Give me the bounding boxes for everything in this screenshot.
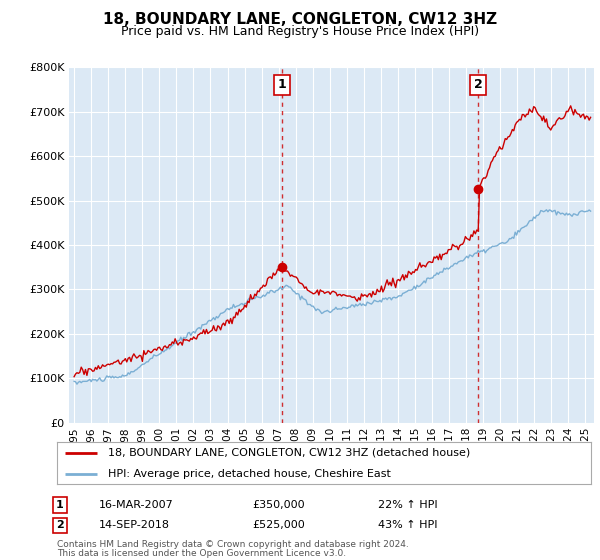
- Text: 14-SEP-2018: 14-SEP-2018: [99, 520, 170, 530]
- Text: Price paid vs. HM Land Registry's House Price Index (HPI): Price paid vs. HM Land Registry's House …: [121, 25, 479, 38]
- Text: 1: 1: [278, 78, 287, 91]
- Text: 2: 2: [474, 78, 482, 91]
- Text: 1: 1: [56, 500, 64, 510]
- Text: £525,000: £525,000: [252, 520, 305, 530]
- Text: 2: 2: [56, 520, 64, 530]
- Text: 22% ↑ HPI: 22% ↑ HPI: [378, 500, 437, 510]
- Text: Contains HM Land Registry data © Crown copyright and database right 2024.: Contains HM Land Registry data © Crown c…: [57, 540, 409, 549]
- Text: 16-MAR-2007: 16-MAR-2007: [99, 500, 174, 510]
- Text: 18, BOUNDARY LANE, CONGLETON, CW12 3HZ (detached house): 18, BOUNDARY LANE, CONGLETON, CW12 3HZ (…: [108, 448, 470, 458]
- Text: £350,000: £350,000: [252, 500, 305, 510]
- Text: HPI: Average price, detached house, Cheshire East: HPI: Average price, detached house, Ches…: [108, 469, 391, 479]
- Text: 43% ↑ HPI: 43% ↑ HPI: [378, 520, 437, 530]
- Text: 18, BOUNDARY LANE, CONGLETON, CW12 3HZ: 18, BOUNDARY LANE, CONGLETON, CW12 3HZ: [103, 12, 497, 27]
- Text: This data is licensed under the Open Government Licence v3.0.: This data is licensed under the Open Gov…: [57, 549, 346, 558]
